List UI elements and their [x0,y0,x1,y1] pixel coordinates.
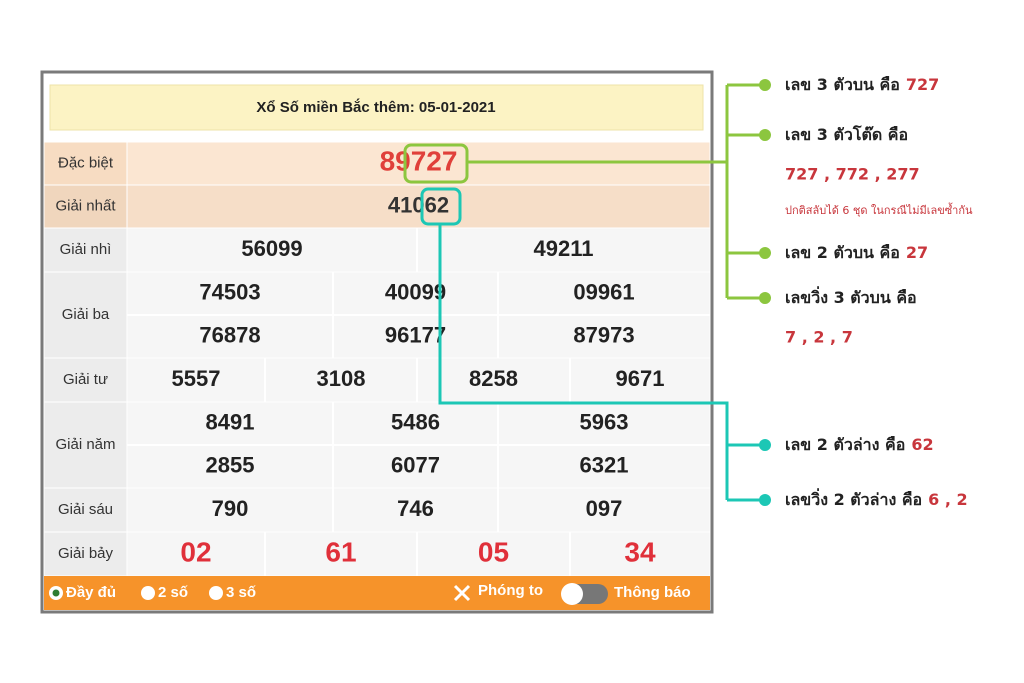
radio-button[interactable] [209,586,223,600]
annotation-text: เลข 2 ตัวล่าง คือ 62 [785,435,934,454]
number-cell [126,531,711,577]
row-label: Giải bảy [58,545,114,562]
row-label: Giải nhì [60,241,112,258]
annotation-text: เลข 2 ตัวบน คือ 27 [785,243,928,262]
prize-number: 49211 [534,236,594,261]
radio-label: 3 số [226,584,256,601]
prize-number: 3108 [317,366,366,391]
prize-number: 61 [325,536,356,567]
prize-number: 09961 [573,279,634,304]
number-cell [126,357,711,403]
annotation-text: เลข 3 ตัวโต๊ด คือ [785,124,908,144]
header-box [49,84,704,131]
label-cell [43,357,128,403]
annotation-value: 7 , 2 , 7 [785,328,853,347]
prize-number: 96177 [385,322,446,347]
number-cell [126,487,711,533]
annotation-label: เลข 2 ตัวบน คือ [785,243,900,262]
toggle-knob [561,583,583,605]
radio-dot [52,589,60,597]
annotation-value: 727 , 772 , 277 [785,165,920,184]
annotation-note: ปกติสลับได้ 6 ชุด ในกรณีไม่มีเลขซ้ำกัน [785,202,973,217]
zoom-button[interactable]: Phóng to [478,582,543,599]
label-cell [43,531,128,577]
row-label: Giải nhất [55,197,116,214]
number-highlight: 727 [411,146,458,177]
prize-number: 56099 [241,236,302,261]
prize-number: 8491 [206,409,255,434]
prize-number: 76878 [199,322,260,347]
annotation-value: 27 [906,243,928,262]
prize-number: 41062 [388,192,449,217]
connector-dot [759,129,771,141]
prize-number: 5963 [580,409,629,434]
annotation-value: 62 [911,435,933,454]
prize-number: 5557 [172,366,221,391]
zoom-icon [453,584,471,602]
prize-number: 8258 [469,366,518,391]
annotation-label: เลข 2 ตัวล่าง คือ [785,435,905,454]
connector-dot [759,494,771,506]
prize-number: 9671 [616,366,665,391]
number-cell [126,227,711,273]
prize-number: 746 [397,496,434,521]
annotation-label: เลข 3 ตัวโต๊ด คือ [785,124,908,144]
prize-number: 05 [478,536,509,567]
prize-number: 34 [624,536,656,567]
prize-number: 2855 [206,452,255,477]
row-label: Giải năm [55,436,115,453]
radio-label: 2 số [158,584,188,601]
connector [438,224,729,500]
prize-number: 6321 [580,452,629,477]
prize-number: 790 [212,496,249,521]
row-label: Giải sáu [58,501,113,518]
label-cell [43,184,128,229]
number-highlight: 62 [425,192,449,217]
prize-number: 87973 [573,322,634,347]
annotation-value: 6 , 2 [928,490,967,509]
annotation-label: เลขวิ่ง 2 ตัวล่าง คือ [785,488,922,509]
label-cell [43,227,128,273]
label-cell [43,141,128,186]
connector-dot [759,439,771,451]
connector-dot [759,292,771,304]
annotation-text: เลขวิ่ง 2 ตัวล่าง คือ 6 , 2 [785,488,968,509]
label-cell [43,487,128,533]
row-label: Giải ba [62,306,110,323]
connector-dot [759,247,771,259]
prize-number: 5486 [391,409,440,434]
connector-dot [759,79,771,91]
row-label: Giải tư [63,371,108,388]
number-cell [126,184,711,229]
row-label: Đặc biệt [58,154,114,171]
prize-number: 74503 [199,279,260,304]
annotation-text: เลข 3 ตัวบน คือ 727 [785,75,939,94]
prize-number: 89727 [380,146,458,177]
prize-number: 6077 [391,452,440,477]
annotation-text: เลขวิ่ง 3 ตัวบน คือ [785,286,917,307]
annotation-label: เลข 3 ตัวบน คือ [785,75,900,94]
prize-number: 40099 [385,279,446,304]
annotation-value: 727 [906,75,939,94]
header-title: Xổ Số miền Bắc thêm: 05-01-2021 [256,98,495,116]
prize-number: 097 [586,496,623,521]
number-prefix: 410 [388,192,425,217]
annotation-label: เลขวิ่ง 3 ตัวบน คือ [785,286,917,307]
prize-number: 02 [180,536,211,567]
radio-button[interactable] [141,586,155,600]
radio-label: Đầy đủ [66,584,116,601]
notify-label: Thông báo [614,584,691,601]
